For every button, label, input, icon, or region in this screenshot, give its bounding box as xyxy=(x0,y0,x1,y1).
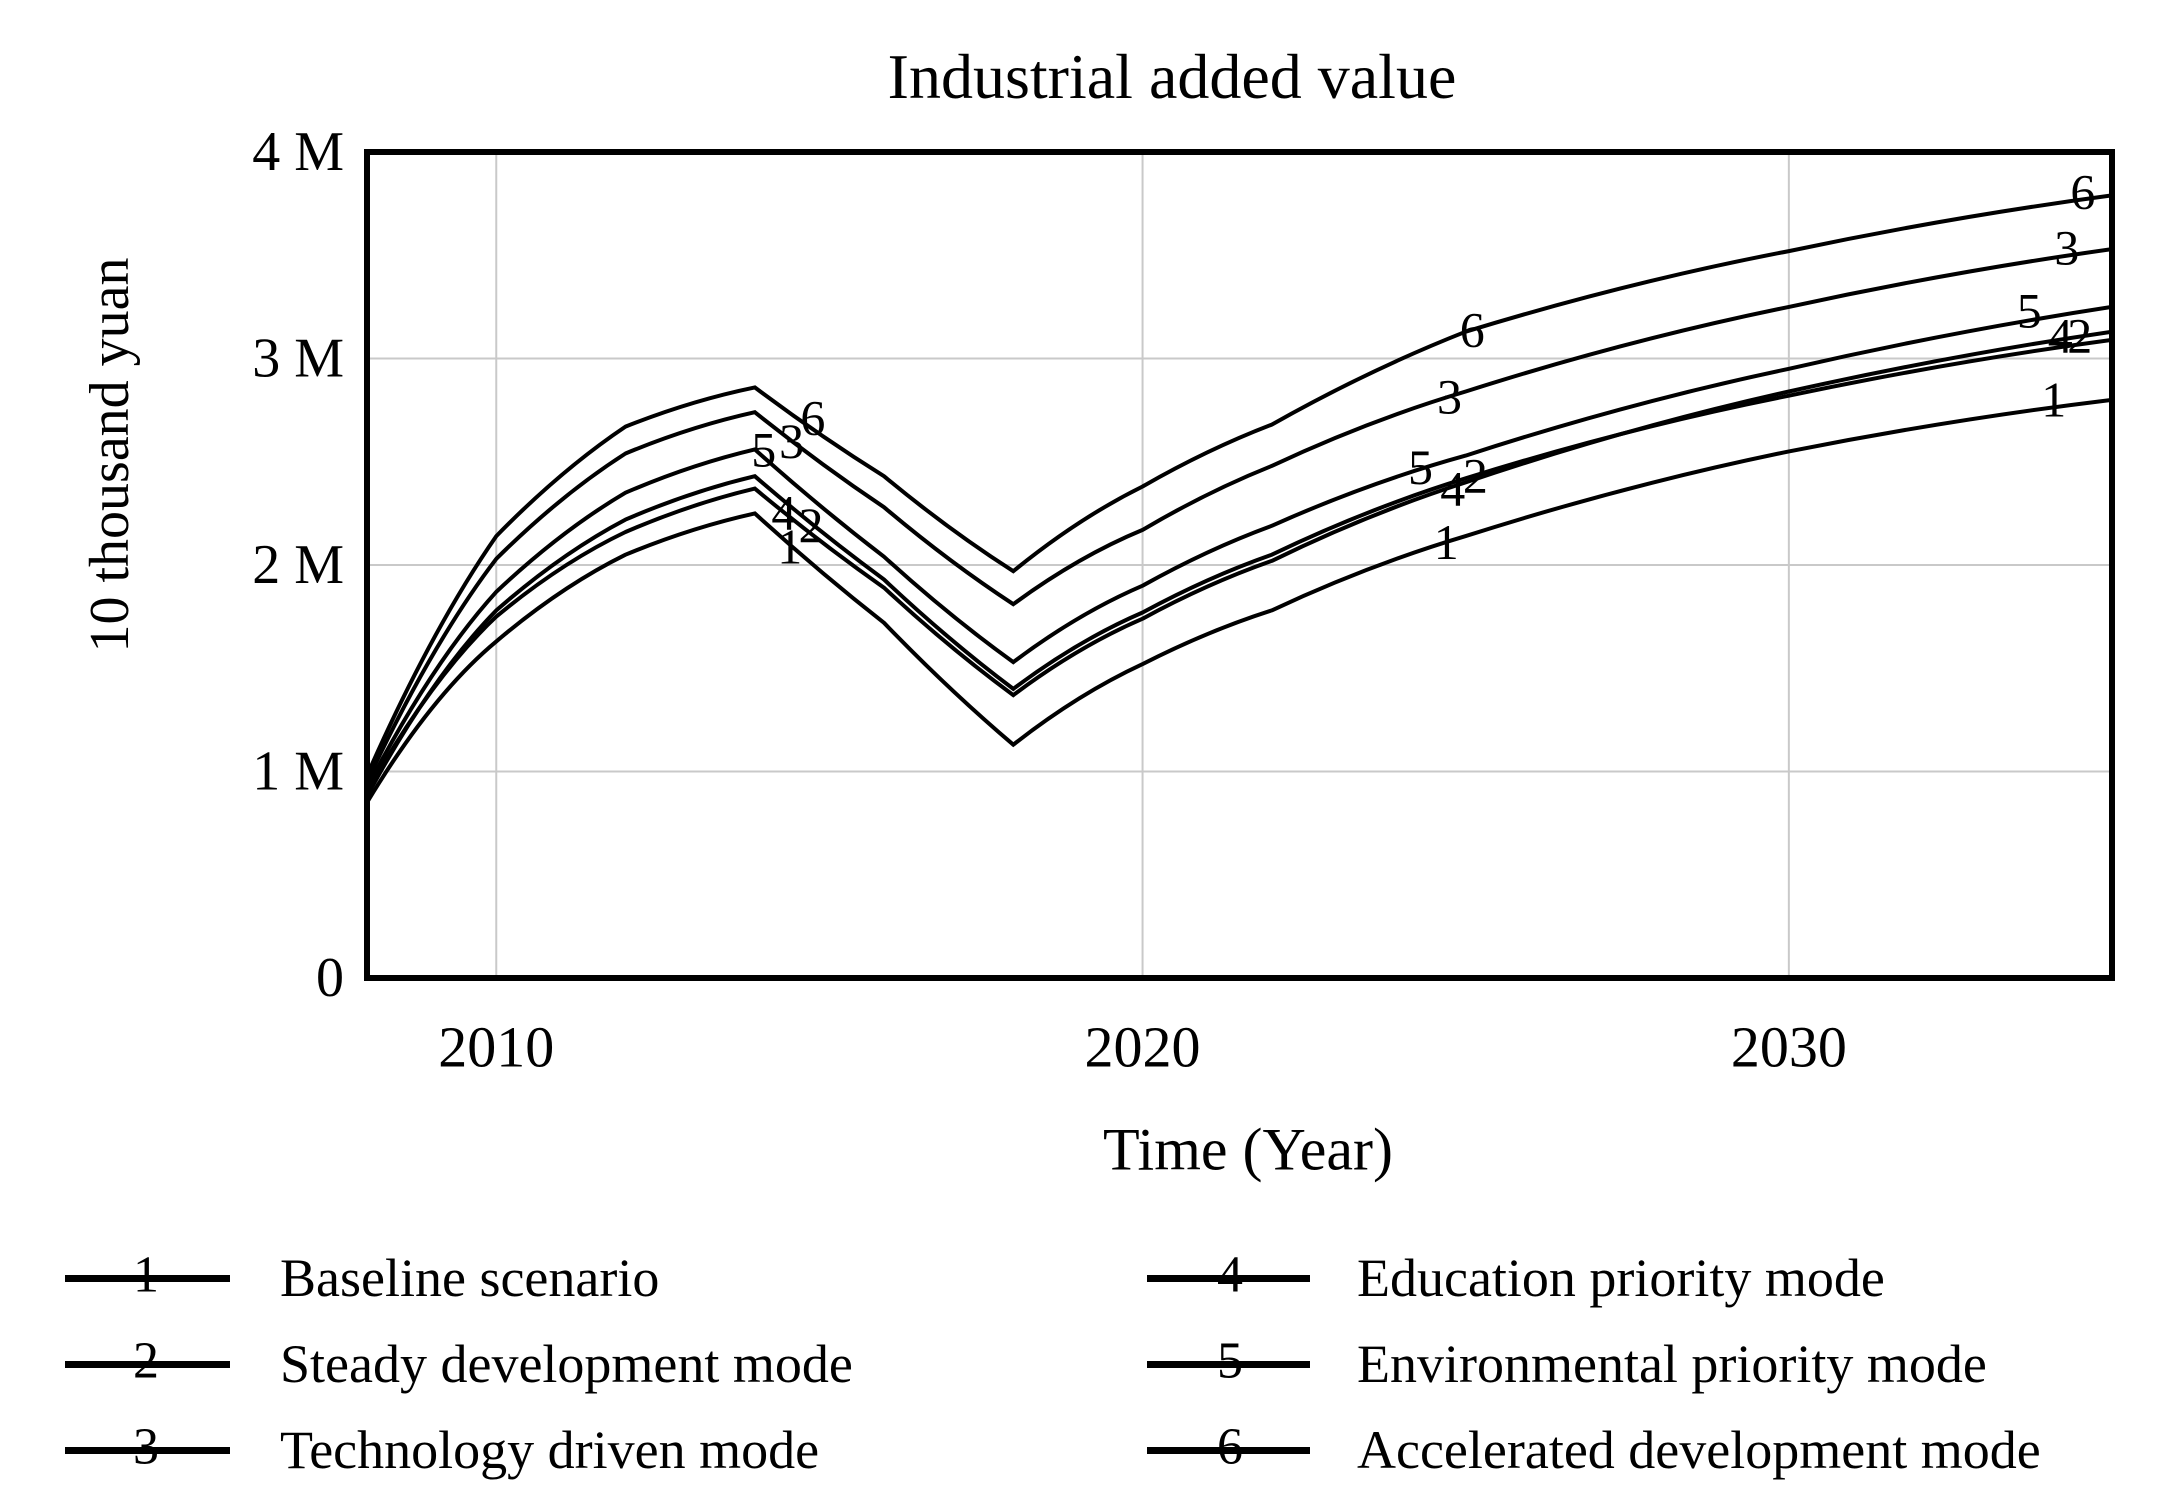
legend-label-3: Technology driven mode xyxy=(280,1420,820,1480)
series-2-line xyxy=(367,337,2112,798)
legend-line-sample-3 xyxy=(65,1447,230,1454)
series-3-curve-label: 3 xyxy=(779,413,804,469)
legend-number-3: 3 xyxy=(133,1418,159,1476)
legend-label-1: Baseline scenario xyxy=(280,1248,660,1308)
legend-number-2: 2 xyxy=(133,1332,159,1390)
y-tick-label: 1 M xyxy=(252,741,344,803)
legend-line-sample-4 xyxy=(1147,1275,1310,1282)
legend-label-4: Education priority mode xyxy=(1357,1248,1885,1308)
series-2-curve-label: 2 xyxy=(799,497,824,553)
series-6-line xyxy=(367,193,2112,777)
series-5-curve-label: 5 xyxy=(751,421,776,477)
series-1-line xyxy=(367,397,2112,804)
legend-line-sample-6 xyxy=(1147,1447,1310,1454)
y-tick-label: 2 M xyxy=(252,534,344,596)
x-tick-label: 2020 xyxy=(1085,1015,1201,1080)
series-5-curve-label: 5 xyxy=(2017,282,2042,338)
y-tick-label: 0 xyxy=(316,947,344,1009)
legend-label-5: Environmental priority mode xyxy=(1357,1334,1987,1394)
legend-number-1: 1 xyxy=(133,1246,159,1304)
series-3-curve-label: 3 xyxy=(2054,220,2079,276)
series-4-curve-label: 4 xyxy=(1440,461,1465,517)
x-axis-title: Time (Year) xyxy=(1102,1116,1394,1183)
plot-border xyxy=(364,149,2115,981)
legend-line-sample-5 xyxy=(1147,1361,1310,1368)
x-tick-label: 2010 xyxy=(438,1015,554,1080)
legend-line-sample-2 xyxy=(65,1361,230,1368)
series-4-line xyxy=(367,329,2112,794)
legend-label-2: Steady development mode xyxy=(280,1334,853,1394)
series-5-line xyxy=(367,304,2112,789)
series-2-curve-label: 2 xyxy=(1463,447,1488,503)
series-1-curve-label: 1 xyxy=(2041,371,2066,427)
x-tick-label: 2030 xyxy=(1731,1015,1847,1080)
series-5-curve-label: 5 xyxy=(1408,439,1433,495)
series-6-curve-label: 6 xyxy=(1460,302,1485,358)
y-tick-label: 4 M xyxy=(252,121,344,183)
y-tick-label: 3 M xyxy=(252,328,344,390)
series-4-curve-label: 4 xyxy=(771,484,796,540)
series-1-curve-label: 1 xyxy=(777,519,802,575)
legend-label-6: Accelerated development mode xyxy=(1357,1420,2041,1480)
series-4-curve-label: 4 xyxy=(2048,308,2073,364)
series-6-curve-label: 6 xyxy=(2070,163,2095,219)
series-3-line xyxy=(367,247,2112,783)
chart-title: Industrial added value xyxy=(887,41,1457,112)
legend-line-sample-1 xyxy=(65,1275,230,1282)
series-3-curve-label: 3 xyxy=(1437,369,1462,425)
series-1-curve-label: 1 xyxy=(1434,514,1459,570)
legend-number-5: 5 xyxy=(1217,1332,1243,1390)
series-2-curve-label: 2 xyxy=(2067,307,2092,363)
legend-number-6: 6 xyxy=(1217,1418,1243,1476)
series-group xyxy=(367,193,2112,804)
legend-number-4: 4 xyxy=(1217,1246,1243,1304)
series-6-curve-label: 6 xyxy=(800,389,825,445)
